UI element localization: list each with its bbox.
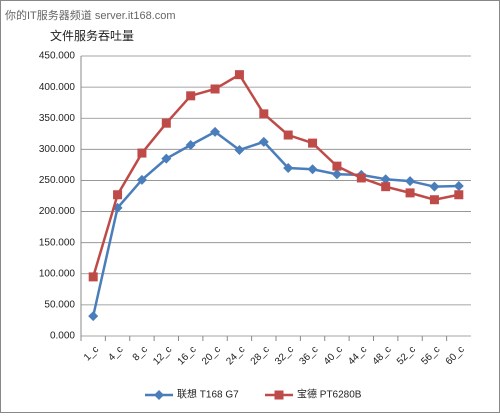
legend-label: 宝德 PT6280B bbox=[297, 388, 362, 401]
y-tick-label: 400.000 bbox=[39, 82, 76, 93]
marker bbox=[186, 91, 196, 101]
y-tick-label: 150.000 bbox=[39, 237, 76, 248]
y-tick-label: 50.000 bbox=[44, 300, 75, 311]
y-tick-label: 100.000 bbox=[39, 268, 76, 279]
marker bbox=[405, 188, 415, 198]
y-tick-label: 450.000 bbox=[39, 51, 76, 62]
y-tick-label: 0.000 bbox=[50, 331, 75, 342]
y-tick-label: 250.000 bbox=[39, 175, 76, 186]
marker bbox=[331, 169, 342, 180]
marker bbox=[185, 139, 196, 150]
marker bbox=[136, 174, 147, 185]
marker bbox=[274, 390, 284, 400]
marker bbox=[454, 190, 464, 200]
chart-title: 文件服务吞吐量 bbox=[50, 28, 134, 43]
y-tick-label: 350.000 bbox=[39, 113, 76, 124]
marker bbox=[307, 164, 318, 175]
watermark: 你的IT服务器频道 server.it168.com bbox=[5, 8, 176, 22]
marker bbox=[259, 109, 269, 119]
series-line bbox=[91, 130, 459, 317]
marker bbox=[283, 163, 294, 173]
y-tick-label: 200.000 bbox=[39, 206, 76, 217]
marker bbox=[154, 390, 164, 400]
marker bbox=[258, 136, 269, 147]
marker bbox=[137, 148, 147, 158]
marker bbox=[429, 181, 440, 192]
marker bbox=[210, 126, 221, 137]
y-tick-label: 300.000 bbox=[39, 144, 76, 155]
series-line bbox=[91, 72, 460, 278]
marker bbox=[161, 153, 172, 164]
marker bbox=[88, 272, 98, 282]
marker bbox=[234, 70, 244, 80]
marker bbox=[356, 173, 366, 183]
marker bbox=[234, 144, 245, 155]
marker bbox=[113, 190, 123, 200]
marker bbox=[308, 138, 318, 148]
marker bbox=[283, 130, 293, 140]
marker bbox=[88, 311, 99, 322]
legend-label: 联想 T168 G7 bbox=[177, 388, 239, 401]
marker bbox=[381, 182, 391, 192]
marker bbox=[429, 195, 439, 205]
marker bbox=[453, 181, 464, 192]
marker bbox=[210, 84, 220, 94]
marker bbox=[380, 174, 391, 185]
marker bbox=[332, 161, 342, 171]
marker bbox=[161, 118, 171, 128]
marker bbox=[405, 176, 416, 187]
